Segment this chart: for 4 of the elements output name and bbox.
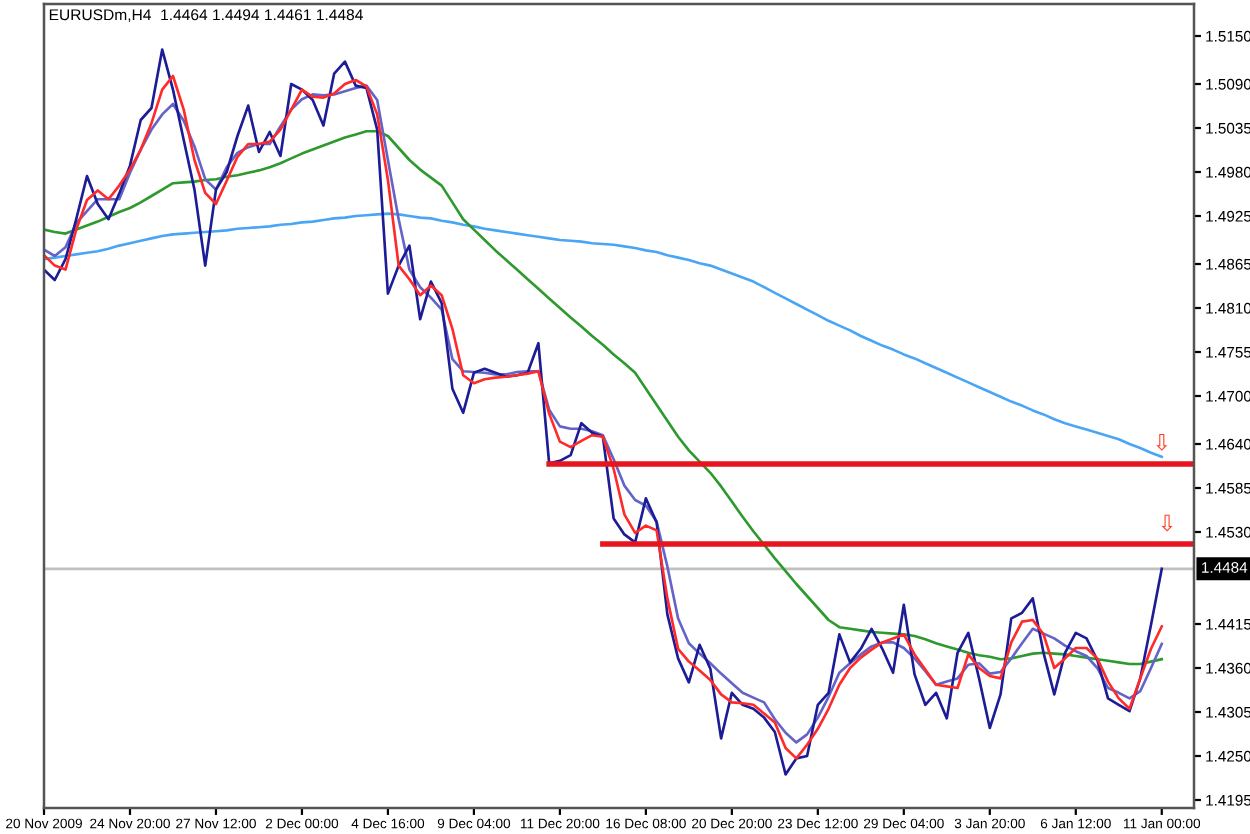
annotation: ⇩ <box>1161 514 1173 532</box>
line-series <box>44 129 1164 666</box>
line-series <box>44 212 1164 459</box>
annotation: ⇩ <box>1156 433 1168 451</box>
